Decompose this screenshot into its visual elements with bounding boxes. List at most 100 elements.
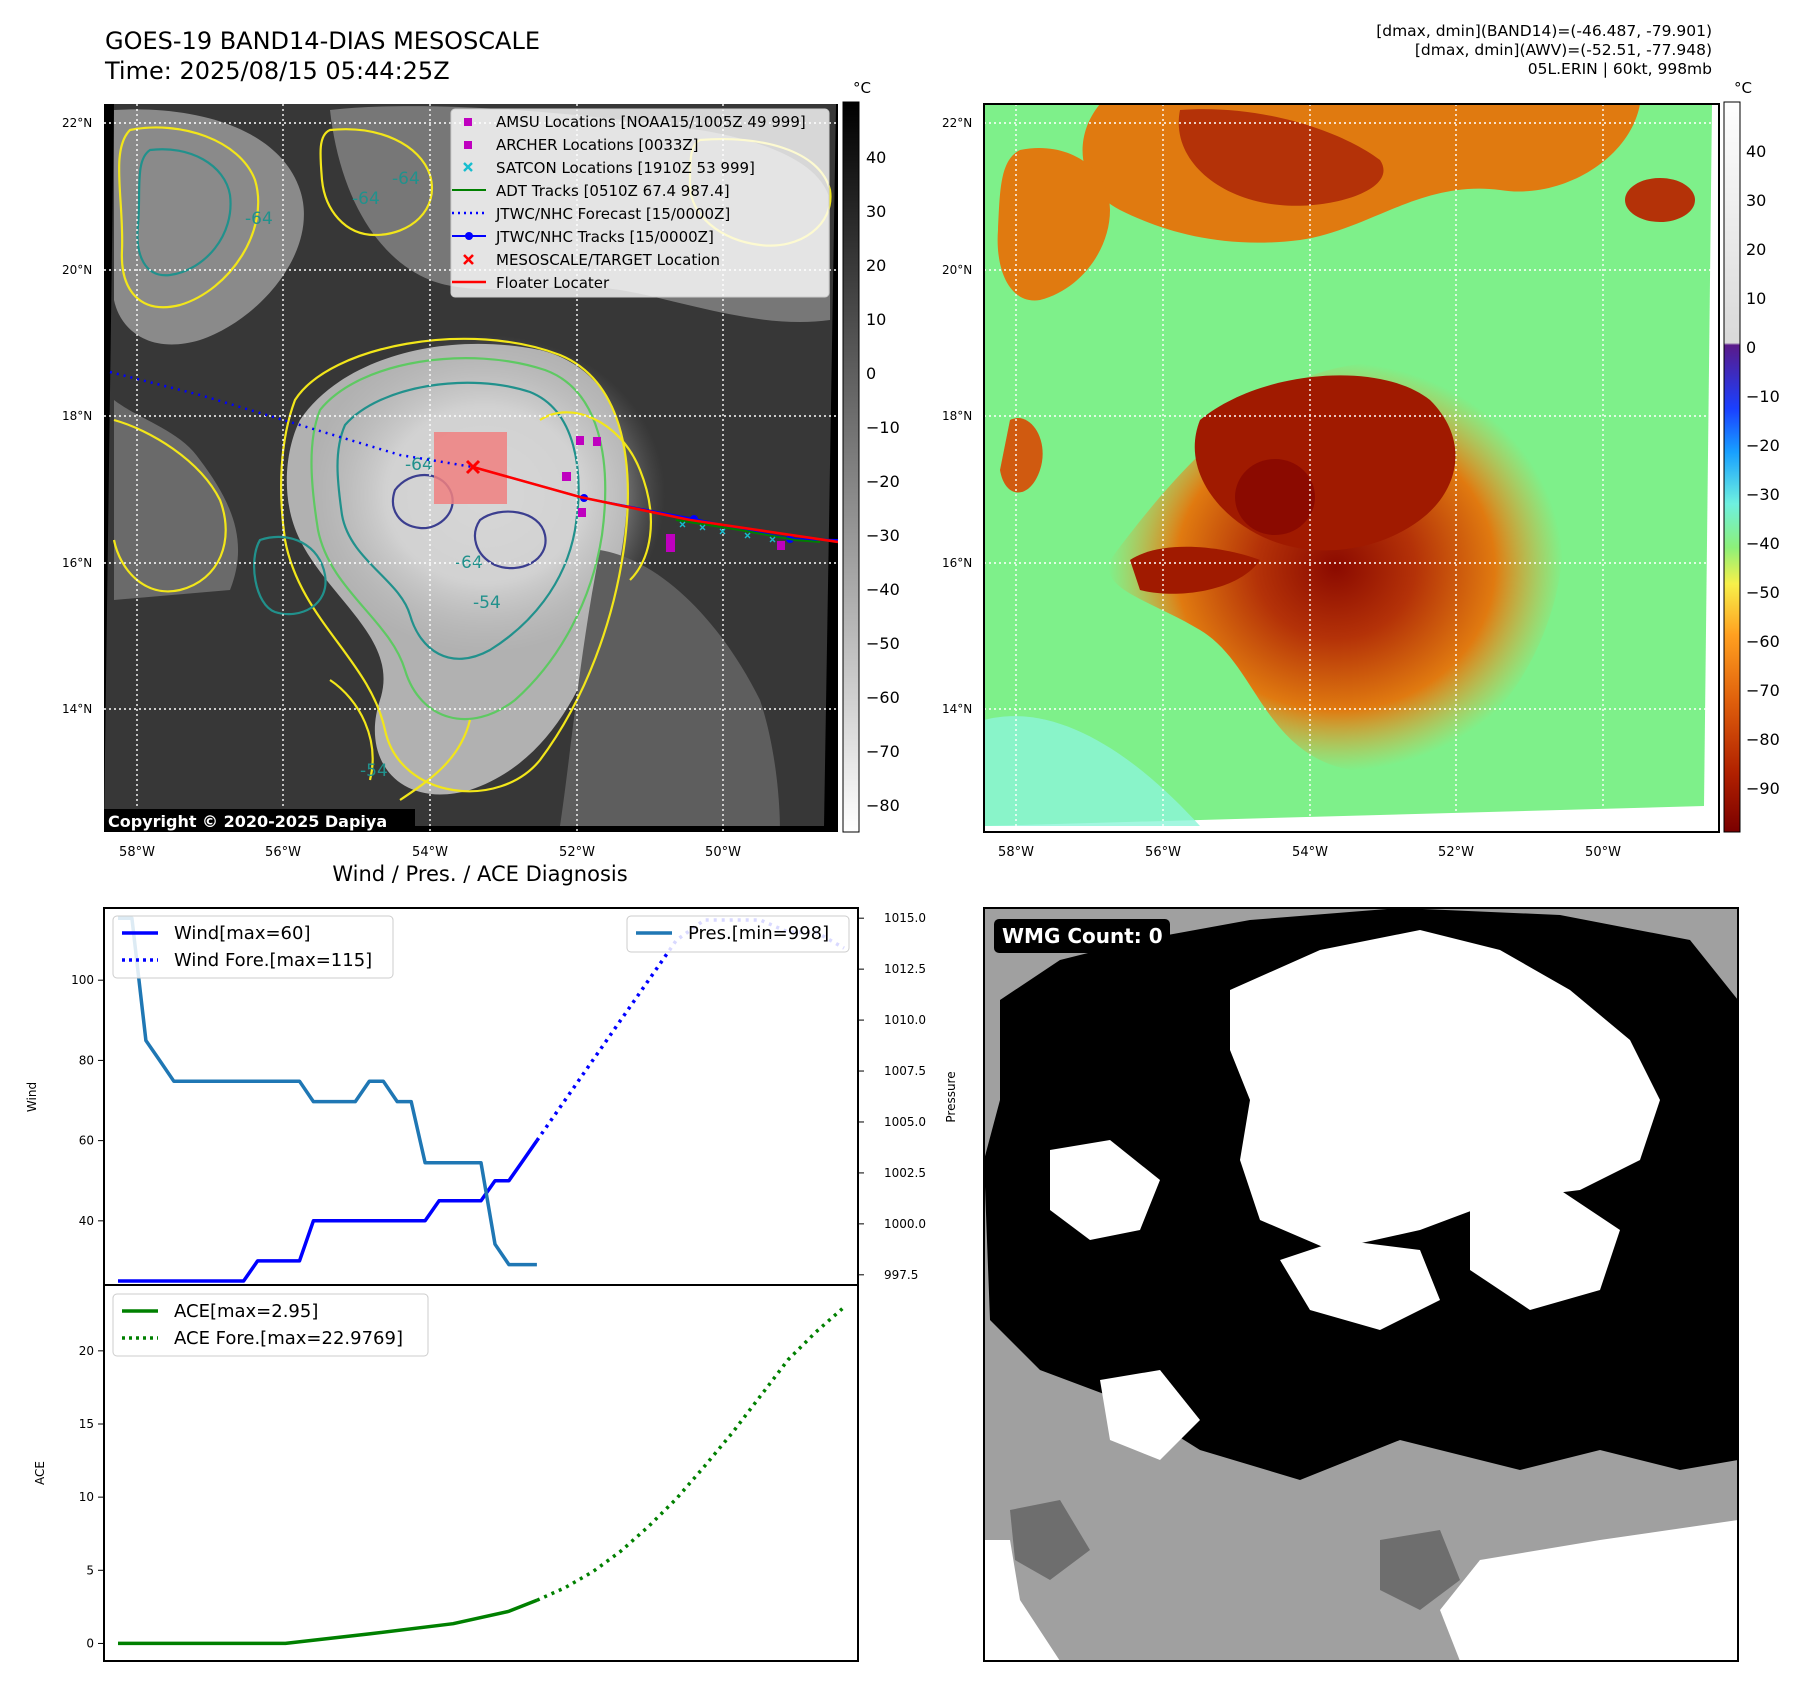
wind-tick-label-1: 60 [79,1134,94,1148]
ir-lon-labels: 58°W 56°W 54°W 52°W 50°W [119,845,741,860]
ir-lat-16: 16°N [62,556,92,570]
ir-cb-m30: −30 [866,526,900,545]
figure-title-line1: GOES-19 BAND14-DIAS MESOSCALE [105,27,541,55]
legend-markers [452,118,486,284]
forecast-track-line [109,370,474,469]
ir-cb-0: 0 [866,364,876,383]
wmg-region-white-sw [984,1540,1060,1661]
wv-lon-54: 54°W [1292,845,1328,860]
figure-title-line2: Time: 2025/08/15 05:44:25Z [105,57,450,85]
contour-yellow-storm [280,337,629,793]
copyright-bg [104,809,415,832]
wv-panel: 22°N 20°N 18°N 16°N 14°N 58°W 56°W 54°W … [942,79,1780,860]
wind-legend: Wind[max=60] Wind Fore.[max=115] [112,915,394,979]
wv-lon-52: 52°W [1438,845,1474,860]
ace-tick-label-1: 5 [86,1563,94,1577]
contour-yellow-s [329,679,472,801]
wv-lat-14: 14°N [942,702,972,716]
amsu-archer-markers [562,436,785,552]
pressure-tick-label-3: 1005.0 [884,1115,926,1129]
contour-label-1: -64 [352,189,380,209]
wv-colorbar-ticks: 40 30 20 10 0 −10 −20 −30 −40 −50 −60 −7… [1746,142,1780,798]
wmg-region-white-west [1050,1140,1160,1240]
wv-lat-20: 20°N [942,263,972,277]
ir-lat-20: 20°N [62,263,92,277]
wind-tick-label-3: 100 [71,973,94,987]
wv-cb-10: 10 [1746,289,1766,308]
wmg-count-label: WMG Count: 0 [1002,924,1163,948]
ir-lon-50: 50°W [705,845,741,860]
ace-legend-label: ACE[max=2.95] [174,1301,318,1322]
wv-frame [983,103,1720,833]
wv-cb-m50: −50 [1746,583,1780,602]
legend-label-forecast: JTWC/NHC Forecast [15/0000Z] [495,205,730,223]
target-location-marker [465,459,481,475]
wv-cb-20: 20 [1746,240,1766,259]
contour-teal-storm [336,381,580,660]
ir-cloud-nw [114,109,304,345]
legend-box [450,108,830,298]
figure-info: [dmax, dmin](BAND14)=(-46.487, -79.901) … [1376,22,1712,79]
ir-contour-labels: -64 -64 -54 -64 -64 -64 -54 [245,169,501,781]
ir-lon-52: 52°W [559,845,595,860]
legend-labels: AMSU Locations [NOAA15/1005Z 49 999] ARC… [495,113,806,292]
legend-marker-tracks-dot [465,232,473,240]
wv-lat-22: 22°N [942,116,972,130]
contour-navy-west [392,474,454,530]
contour-green-storm [310,357,607,721]
satcon-markers [679,521,776,543]
wv-cloud-ne [1625,178,1695,222]
ir-cb-m20: −20 [866,472,900,491]
wv-cb-m40: −40 [1746,534,1780,553]
wv-cb-m20: −20 [1746,436,1780,455]
ace-tick-label-3: 15 [79,1417,94,1431]
ir-cb-m60: −60 [866,688,900,707]
wv-lon-58: 58°W [998,845,1034,860]
wind-tick-label-2: 80 [79,1053,94,1067]
ace-tick-label-0: 0 [86,1636,94,1650]
ir-cb-m70: −70 [866,742,900,761]
wv-moist-sw [984,716,1200,826]
wv-cb-m10: −10 [1746,387,1780,406]
contour-teal-nw [136,148,232,277]
ir-panel: -64 -64 -54 -64 -64 -64 -54 [62,79,900,860]
diagnosis-title: Wind / Pres. / ACE Diagnosis [332,862,628,886]
legend-label-target: MESOSCALE/TARGET Location [496,251,720,269]
wv-gridlines [984,104,1719,832]
wv-lat-18: 18°N [942,409,972,423]
pressure-tick-label-2: 1002.5 [884,1166,926,1180]
adt-track-line [675,519,821,543]
wv-colorbar [1723,101,1741,833]
copyright-text: Copyright © 2020-2025 Dapiya [108,812,387,831]
wmg-frame [983,907,1739,1662]
contour-yellow-nw [117,126,260,309]
wmg-region-white-north [1230,930,1660,1250]
pressure-tick-label-4: 1007.5 [884,1064,926,1078]
contour-yellow-eband [539,411,652,581]
wv-cloud-north-cold [1178,109,1384,206]
pressure-ylabel: Pressure [944,1071,958,1122]
ir-cb-10: 10 [866,310,886,329]
pressure-legend: Pres.[min=998] [626,915,850,953]
wv-lon-50: 50°W [1585,845,1621,860]
contour-teal-sw [253,535,327,616]
legend-label-amsu: AMSU Locations [NOAA15/1005Z 49 999] [496,113,806,131]
ir-cloud-west [114,400,239,600]
wmg-region-white-east [1470,1190,1620,1310]
ace-tick-label-2: 10 [79,1490,94,1504]
pressure-tick-label-6: 1012.5 [884,962,926,976]
wind-y-ticks: 40 60 80 100 [71,973,104,1228]
pressure-y-ticks: 997.5 1000.0 1002.5 1005.0 1007.5 1010.0 1012.… [858,911,926,1282]
wv-cloud-nw [997,148,1110,301]
wv-cb-m60: −60 [1746,632,1780,651]
series-line-ace-fore [536,1305,846,1602]
ir-cb-30: 30 [866,202,886,221]
legend-marker-target [463,254,474,265]
contour-yellow-n [319,128,433,237]
ir-lon-56: 56°W [265,845,301,860]
wmg-region-white-se [1440,1520,1738,1661]
wmg-region-white-center [1280,1240,1440,1330]
contour-label-6: -64 [405,455,433,475]
floater-locater-line [472,465,838,544]
